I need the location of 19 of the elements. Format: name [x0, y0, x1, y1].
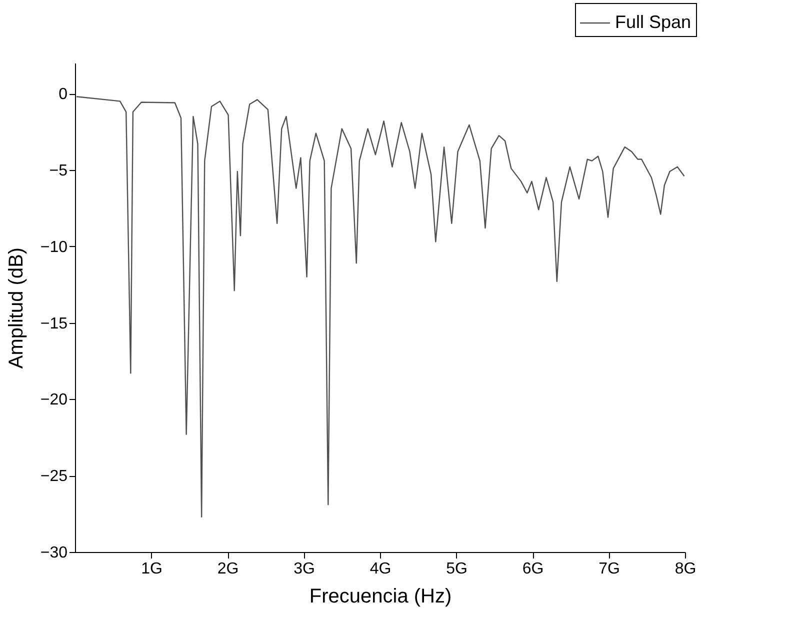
y-tick-label: −20 — [40, 392, 68, 409]
x-tick-label: 4G — [370, 560, 392, 578]
x-tick-label: 6G — [522, 560, 544, 578]
line-series — [76, 96, 685, 518]
x-tick-label: 5G — [446, 560, 468, 578]
x-axis-title: Frecuencia (Hz) — [309, 586, 452, 608]
x-tick-label: 7G — [598, 560, 620, 578]
y-axis-title: Amplitud (dB) — [5, 247, 28, 369]
y-tick-label: −25 — [40, 468, 68, 486]
legend-label: Full Span — [615, 12, 692, 32]
y-tick-label: −15 — [40, 315, 68, 332]
y-tick-label: −10 — [40, 238, 68, 256]
x-tick-label: 1G — [141, 560, 162, 578]
x-tick-label: 3G — [294, 560, 315, 578]
x-tick-label: 8G — [674, 560, 696, 578]
y-tick-label: 0 — [58, 86, 68, 104]
x-tick-label: 2G — [217, 560, 239, 578]
y-tick-label: −5 — [49, 162, 68, 180]
y-tick-label: −30 — [40, 544, 68, 562]
